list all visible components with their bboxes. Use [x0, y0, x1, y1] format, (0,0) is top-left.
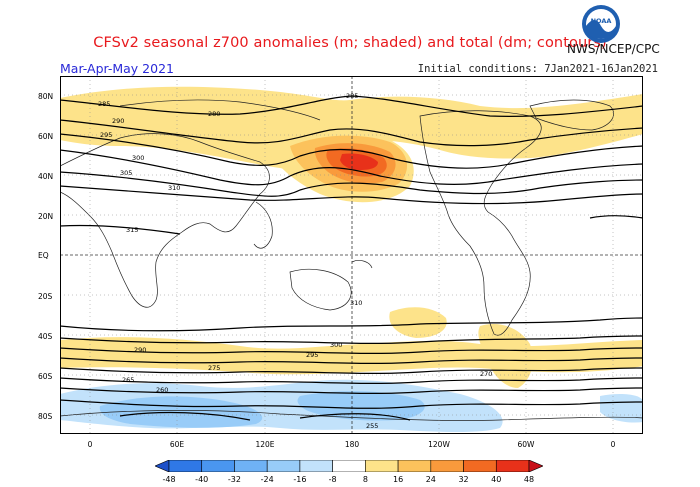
- lat-label: 60S: [38, 372, 53, 381]
- contour-label: 265: [122, 376, 134, 384]
- map-title: CFSv2 seasonal z700 anomalies (m; shaded…: [93, 35, 607, 51]
- colorbar-tick-label: 8: [362, 475, 368, 484]
- lat-label: 40N: [38, 172, 54, 181]
- lat-label: 60N: [38, 132, 54, 141]
- contour-label: 295: [306, 351, 318, 359]
- contour-label: 285: [98, 100, 110, 108]
- contour-label: 295: [100, 131, 112, 139]
- lon-label: 60W: [517, 440, 535, 449]
- contour-label: 285: [346, 92, 358, 100]
- contour-value-labels: 285 290 295 300 305 310 315 310 300 295 …: [98, 92, 492, 430]
- height-contours: [60, 95, 643, 421]
- colorbar: [155, 460, 543, 472]
- colorbar-arrow-high: [528, 460, 543, 472]
- colorbar-tick-label: 40: [491, 475, 502, 484]
- lat-label: 20S: [38, 292, 53, 301]
- colorbar-swatch: [463, 460, 497, 472]
- lat-label: 40S: [38, 332, 53, 341]
- colorbar-swatch: [332, 460, 366, 472]
- contour-label: 270: [480, 370, 492, 378]
- colorbar-tick-label: -40: [195, 475, 209, 484]
- season-label: Mar-Apr-May 2021: [60, 61, 174, 76]
- colorbar-swatch: [430, 460, 464, 472]
- colorbar-tick-label: -16: [293, 475, 307, 484]
- colorbar-swatch: [266, 460, 301, 472]
- lat-label: 80N: [38, 92, 54, 101]
- lon-label: 120W: [428, 440, 450, 449]
- coastlines: [60, 99, 643, 421]
- colorbar-tick-label: -24: [260, 475, 274, 484]
- contour-label: 260: [156, 386, 168, 394]
- contour-label: 290: [112, 117, 124, 125]
- contour-label: 290: [134, 346, 146, 354]
- positive-anomaly-shading: [60, 86, 643, 388]
- anomaly-map: 285 290 295 300 305 310 315 310 300 295 …: [60, 76, 643, 434]
- colorbar-swatch: [299, 460, 333, 472]
- colorbar-swatch: [397, 460, 432, 472]
- contour-label: 305: [120, 169, 132, 177]
- initial-conditions-label: Initial conditions: 7Jan2021-16Jan2021: [417, 63, 658, 75]
- colorbar-tick-label: 32: [458, 475, 469, 484]
- colorbar-tick-label: -8: [328, 475, 337, 484]
- colorbar-swatch: [365, 460, 399, 472]
- noaa-logo: NOAA: [582, 5, 620, 43]
- colorbar-tick-label: 24: [425, 475, 436, 484]
- colorbar-swatch: [201, 460, 235, 472]
- contour-label: 300: [330, 341, 342, 349]
- contour-label: 310: [350, 299, 362, 307]
- colorbar-swatch: [234, 460, 268, 472]
- contour-label: 300: [132, 154, 144, 162]
- contour-label: 310: [168, 184, 180, 192]
- contour-label: 280: [208, 110, 220, 118]
- contour-label: 275: [208, 364, 220, 372]
- colorbar-tick-label: 16: [392, 475, 404, 484]
- lat-label: EQ: [38, 251, 49, 260]
- svg-text:NOAA: NOAA: [591, 17, 612, 25]
- lat-label: 80S: [38, 412, 53, 421]
- colorbar-tick-label: -48: [162, 475, 176, 484]
- agency-label: NWS/NCEP/CPC: [567, 42, 660, 56]
- colorbar-swatch: [168, 460, 203, 472]
- contour-label: 255: [366, 422, 378, 430]
- lon-label: 120E: [255, 440, 275, 449]
- lat-label: 20N: [38, 212, 54, 221]
- colorbar-tick-label: -32: [227, 475, 241, 484]
- lon-label: 0: [610, 440, 616, 449]
- contour-label: 315: [126, 226, 138, 234]
- lon-label: 60E: [169, 440, 185, 449]
- colorbar-swatch: [495, 460, 530, 472]
- lon-label: 0: [87, 440, 93, 449]
- colorbar-arrow-low: [155, 460, 170, 472]
- lon-label: 180: [344, 440, 360, 449]
- colorbar-tick-label: 48: [523, 475, 535, 484]
